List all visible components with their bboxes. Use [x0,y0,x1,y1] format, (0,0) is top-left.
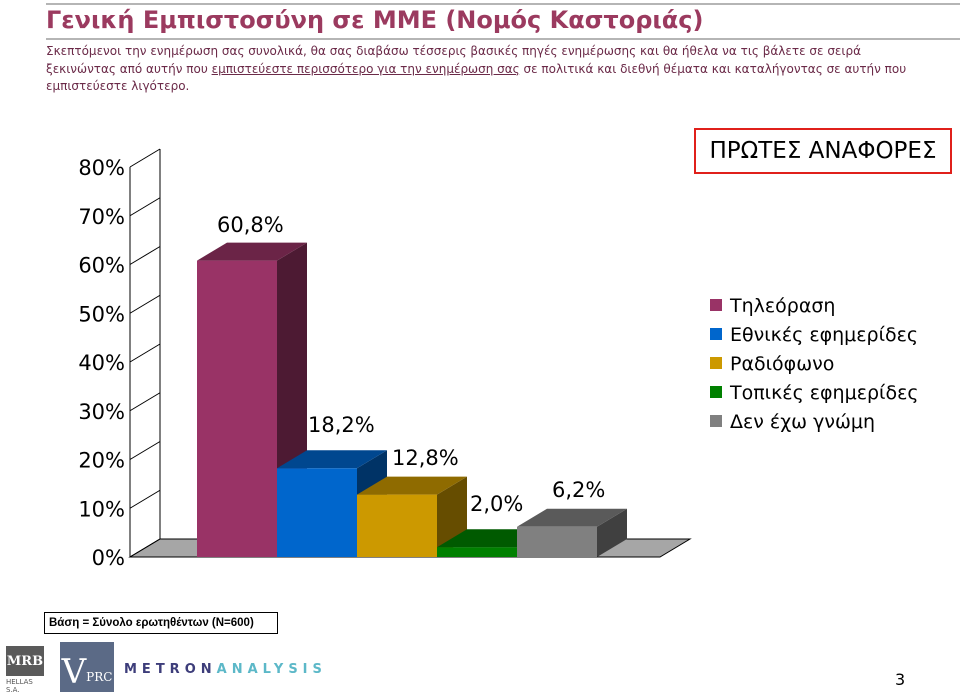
title-divider [46,3,960,5]
y-tick-label: 50% [78,302,125,326]
data-label: 12,8% [392,446,459,470]
y-tick-label: 10% [78,497,125,521]
y-tick [129,148,161,168]
y-tick [129,538,161,558]
data-label: 18,2% [308,413,375,437]
first-mentions-badge: ΠΡΩΤΕΣ ΑΝΑΦΟΡΕΣ [694,128,952,174]
mrb-logo-subtext: HELLAS S.A. [6,678,33,694]
title-underline [46,38,960,40]
y-tick-label: 20% [78,449,125,473]
legend-swatch [710,328,722,340]
page-number: 3 [895,670,906,689]
y-tick [129,343,161,363]
analysis-logo-text: ANALYSIS [216,662,327,677]
y-tick-label: 0% [92,546,125,570]
y-tick-label: 80% [78,156,125,180]
bar-top [517,508,627,527]
bar-top [357,476,467,495]
mrb-logo-mark: MRB [6,646,44,676]
mrb-logo: MRB HELLAS S.A. [6,646,48,694]
vprc-logo: V PRC [60,642,114,692]
legend-swatch [710,415,722,427]
y-tick [129,294,161,314]
legend-swatch [710,357,722,369]
y-tick-label: 40% [78,351,125,375]
legend-label: Δεν έχω γνώμη [730,411,875,433]
bar [197,260,277,557]
bar [437,547,517,557]
bar-chart: 0% 10% 20% 30% 40% 50% 60% 70% 80% 60,8% 18,2% 12,8… [78,148,919,570]
data-label: 2,0% [470,492,523,516]
y-tick [129,441,161,460]
y-tick [129,197,161,217]
bar-side [597,508,627,557]
bar [277,468,357,557]
bar [357,494,437,557]
question-text-part2: σε πολιτικά και διεθνή θέματα και καταλή… [46,61,907,94]
question-text-part1: Σκεπτόμενοι την ενημέρωση σας συνολικά, … [46,44,861,76]
bar [517,526,597,557]
metron-analysis-logo: METRONANALYSIS [124,662,327,677]
y-tick [129,392,161,412]
page-title: Γενική Εμπιστοσύνη σε ΜΜΕ (Νομός Καστορι… [46,6,704,34]
question-text: Σκεπτόμενοι την ενημέρωση σας συνολικά, … [46,43,926,96]
vprc-logo-text: PRC [86,670,113,684]
legend-swatch [710,386,722,398]
vprc-logo-v: V [61,652,87,692]
y-tick-label: 30% [78,400,125,424]
data-label: 6,2% [552,478,605,502]
metron-logo-text: METRON [124,662,217,677]
data-label: 60,8% [217,213,284,237]
y-tick-label: 70% [78,205,125,229]
y-tick-label: 60% [78,254,125,278]
y-tick [129,246,161,265]
base-note: Βάση = Σύνολο ερωτηθέντων (N=600) [44,612,278,634]
bar-top [277,450,387,469]
legend-label: Τοπικές εφημερίδες [729,382,919,404]
legend-label: Εθνικές εφημερίδες [730,324,918,346]
legend-label: Τηλεόραση [729,295,835,317]
legend-swatch [710,299,722,311]
legend-label: Ραδιόφωνο [730,353,834,375]
bar-top [197,242,307,261]
y-tick [129,489,161,509]
question-text-emphasis: εμπιστεύεστε περισσότερο για την ενημέρω… [211,61,520,76]
